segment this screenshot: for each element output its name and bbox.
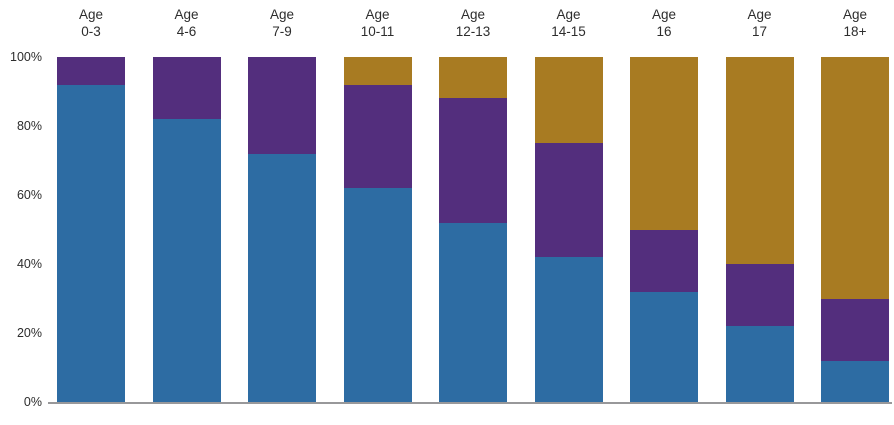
category-label-prefix: Age <box>556 7 581 22</box>
category-label-prefix: Age <box>174 7 199 22</box>
category-label-prefix: Age <box>460 7 486 22</box>
y-tick-label: 40% <box>16 257 42 271</box>
bar-segment-gold <box>534 57 603 144</box>
category-label: Age 0-3 <box>57 7 125 40</box>
bar-segment-gold <box>725 57 794 265</box>
bar-segment-blue <box>343 188 412 402</box>
bar-column <box>439 57 507 402</box>
x-axis-line <box>48 402 892 404</box>
category-label-prefix: Age <box>747 7 772 22</box>
category-label: Age 17 <box>726 7 794 40</box>
bar-segment-blue <box>439 222 507 402</box>
category-label-range: 16 <box>656 23 672 39</box>
category-label: Age 7-9 <box>248 7 316 40</box>
y-tick-label: 100% <box>10 50 42 64</box>
bar-segment-blue <box>630 291 698 402</box>
bar-segment-gold <box>439 57 507 99</box>
category-label: Age 16 <box>630 7 698 40</box>
bar-segment-blue <box>821 360 889 402</box>
category-label-range: 7-9 <box>272 23 292 39</box>
bar-segment-purple <box>630 229 698 292</box>
category-label-range: 14-15 <box>551 23 586 39</box>
bar-segment-purple <box>821 298 889 361</box>
category-label-prefix: Age <box>78 7 104 22</box>
y-tick-label: 80% <box>16 119 42 133</box>
bar-segment-gold <box>343 57 412 85</box>
plot-area <box>57 57 889 402</box>
category-label: Age 14-15 <box>535 7 603 40</box>
bar-segment-purple <box>57 57 125 85</box>
y-tick-label: 0% <box>23 395 42 409</box>
bar-segment-blue <box>248 153 316 402</box>
category-labels: Age 0-3 Age 4-6 Age 7-9 Age 10-11 Age 12-13 Age 14-… <box>57 7 889 40</box>
bar-column <box>57 57 125 402</box>
bar-segment-purple <box>343 84 412 189</box>
bar-segment-blue <box>725 326 794 402</box>
bar-column <box>725 57 794 402</box>
bar-column <box>534 57 603 402</box>
category-label-range: 18+ <box>843 23 867 39</box>
bar-segment-blue <box>152 119 221 402</box>
bar-segment-purple <box>534 143 603 258</box>
category-label-range: 12-13 <box>455 23 491 39</box>
category-label-prefix: Age <box>269 7 295 22</box>
bar-segment-purple <box>439 98 507 223</box>
bar-segment-purple <box>152 57 221 120</box>
category-label-prefix: Age <box>651 7 677 22</box>
category-label-prefix: Age <box>365 7 390 22</box>
category-label-range: 17 <box>751 23 768 39</box>
category-label: Age 12-13 <box>439 7 507 40</box>
bar-segment-gold <box>630 57 698 230</box>
y-axis: 100% 80% 60% 40% 20% 0% <box>0 50 48 409</box>
bar-segment-blue <box>534 257 603 402</box>
category-label-range: 0-3 <box>81 23 101 39</box>
category-label-range: 10-11 <box>360 23 395 39</box>
category-label: Age 10-11 <box>344 7 412 40</box>
bar-column <box>248 57 316 402</box>
category-label: Age 4-6 <box>153 7 221 40</box>
category-label-range: 4-6 <box>176 23 197 39</box>
bar-column <box>821 57 889 402</box>
bar-segment-blue <box>57 84 125 402</box>
bar-segment-purple <box>725 264 794 327</box>
bar-segment-gold <box>821 57 889 299</box>
bar-column <box>152 57 221 402</box>
bar-segment-purple <box>248 57 316 154</box>
category-label-prefix: Age <box>842 7 868 22</box>
category-label: Age 18+ <box>821 7 889 40</box>
bar-column <box>343 57 412 402</box>
bar-column <box>630 57 698 402</box>
y-tick-label: 20% <box>16 326 42 340</box>
y-tick-label: 60% <box>16 188 42 202</box>
